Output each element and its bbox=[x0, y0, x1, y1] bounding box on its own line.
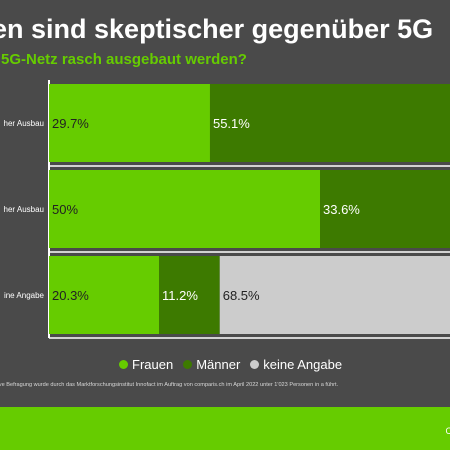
legend-label-maenner: Männer bbox=[196, 357, 241, 372]
data-label-frauen: 50% bbox=[52, 202, 78, 217]
footer-bar: C bbox=[0, 407, 450, 450]
chart-title: en sind skeptischer gegenüber 5G bbox=[0, 14, 434, 44]
data-label-frauen: 20.3% bbox=[52, 288, 89, 303]
bar-maenner bbox=[159, 256, 220, 334]
legend-label-frauen: Frauen bbox=[132, 357, 174, 372]
bar-maenner bbox=[320, 170, 450, 248]
category-label: ine Angabe bbox=[4, 291, 45, 300]
data-label-maenner: 33.6% bbox=[323, 202, 360, 217]
legend-item-frauen: Frauen bbox=[119, 357, 173, 372]
legend-swatch-frauen bbox=[119, 360, 128, 369]
legend-swatch-keine-angabe bbox=[250, 360, 260, 369]
chart-legend: Frauen Männer keine Angabe bbox=[119, 357, 342, 372]
methodology-note: tive Befragung wurde durch das Marktfors… bbox=[0, 382, 339, 388]
bar-maenner bbox=[209, 84, 450, 162]
footer-logo-text: C bbox=[445, 426, 450, 436]
legend-item-maenner: Männer bbox=[183, 357, 240, 372]
bar-keine-angabe bbox=[219, 256, 450, 334]
bar-frauen bbox=[49, 84, 210, 162]
bar-frauen bbox=[49, 170, 320, 248]
legend-swatch-maenner bbox=[183, 360, 193, 369]
bar-frauen bbox=[49, 256, 160, 334]
data-label-frauen: 29.7% bbox=[52, 116, 89, 131]
chart-subtitle: 5G-Netz rasch ausgebaut werden? bbox=[1, 51, 247, 68]
data-label-maenner: 11.2% bbox=[162, 288, 198, 303]
legend-item-keine-angabe: keine Angabe bbox=[250, 357, 342, 372]
category-label: her Ausbau bbox=[4, 205, 44, 214]
data-label-keine-angabe: 68.5% bbox=[223, 288, 260, 303]
category-label: her Ausbau bbox=[4, 119, 44, 128]
data-label-maenner: 55.1% bbox=[213, 116, 250, 131]
legend-label-keine-angabe: keine Angabe bbox=[263, 357, 343, 372]
